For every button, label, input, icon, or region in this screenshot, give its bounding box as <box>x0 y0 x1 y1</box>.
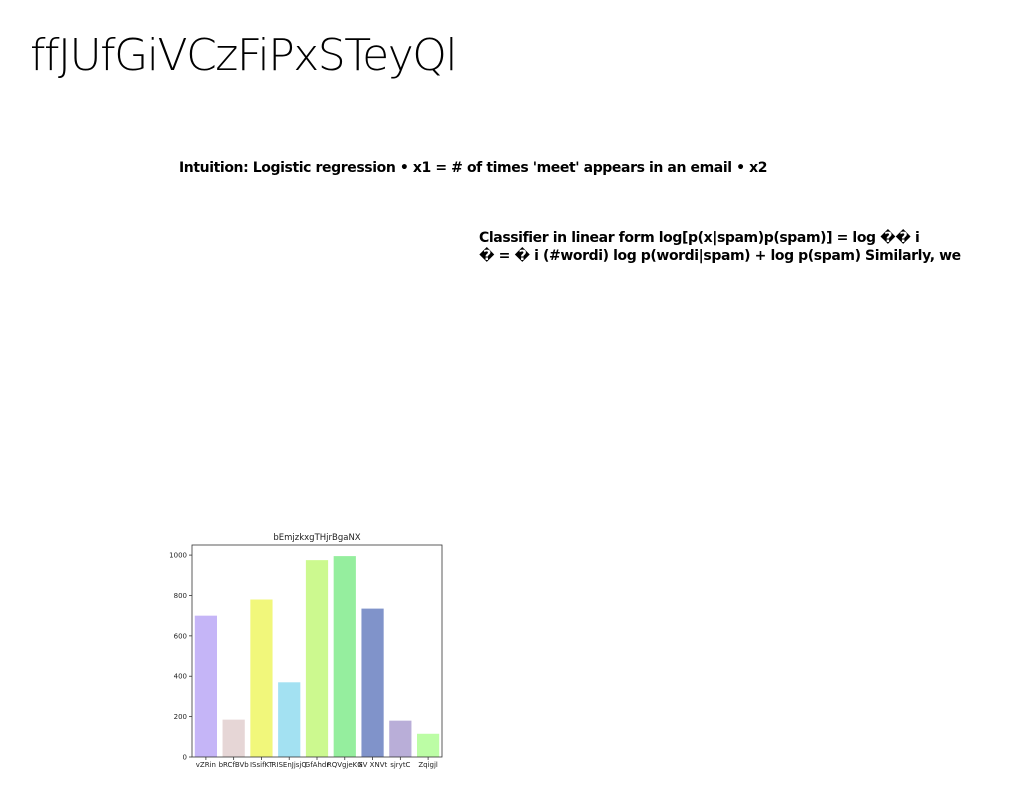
x-tick-label-5: RQVgjeKG <box>327 761 363 769</box>
y-tick-label-2: 400 <box>174 673 187 681</box>
bar-3 <box>278 682 301 757</box>
bar-chart: bEmjzkxgTHjrBgaNX vZRin bRCfBVb ISsifKT RISE… <box>160 528 450 778</box>
bar-7 <box>389 720 412 757</box>
x-tick-label-3: RISEnJjsjQ <box>272 761 308 769</box>
bar-0 <box>194 615 217 757</box>
x-tick-label-2: ISsifKT <box>250 761 274 769</box>
x-tick-label-8: Zqigjl <box>418 761 438 769</box>
chart-title: bEmjzkxgTHjrBgaNX <box>273 533 360 543</box>
bar-8 <box>417 733 440 757</box>
x-tick-label-7: sjrytC <box>390 761 410 769</box>
bullet-intuition: Intuition: Logistic regression • x1 = # … <box>179 160 768 176</box>
x-tick-label-4: GfAhdr <box>305 761 330 769</box>
bar-4 <box>305 560 329 757</box>
y-tick-label-3: 600 <box>174 632 187 640</box>
bullet-classifier-line-2: � = � i (#wordi) log p(wordi|spam) + log… <box>479 248 961 264</box>
bar-1 <box>222 719 245 757</box>
x-tick-label-0: vZRin <box>196 761 216 769</box>
y-tick-label-0: 0 <box>183 754 187 762</box>
y-tick-label-4: 800 <box>174 592 187 600</box>
x-tick-label-1: bRCfBVb <box>219 761 250 769</box>
y-tick-label-5: 1000 <box>169 552 187 560</box>
bar-chart-svg: bEmjzkxgTHjrBgaNX vZRin bRCfBVb ISsifKTRISE… <box>169 533 443 769</box>
plot-frame <box>191 544 443 758</box>
bar-2 <box>250 599 273 757</box>
bullet-classifier: Classifier in linear form log[p(x|spam)p… <box>479 229 961 265</box>
y-tick-label-1: 200 <box>174 713 187 721</box>
x-tick-label-6: XV XNVt <box>358 761 388 769</box>
bullet-classifier-line-1: Classifier in linear form log[p(x|spam)p… <box>479 230 920 246</box>
slide-title: ffJUfGiVCzFiPxSTeyQl <box>30 30 458 81</box>
bar-5 <box>333 556 356 757</box>
bar-6 <box>361 608 384 757</box>
